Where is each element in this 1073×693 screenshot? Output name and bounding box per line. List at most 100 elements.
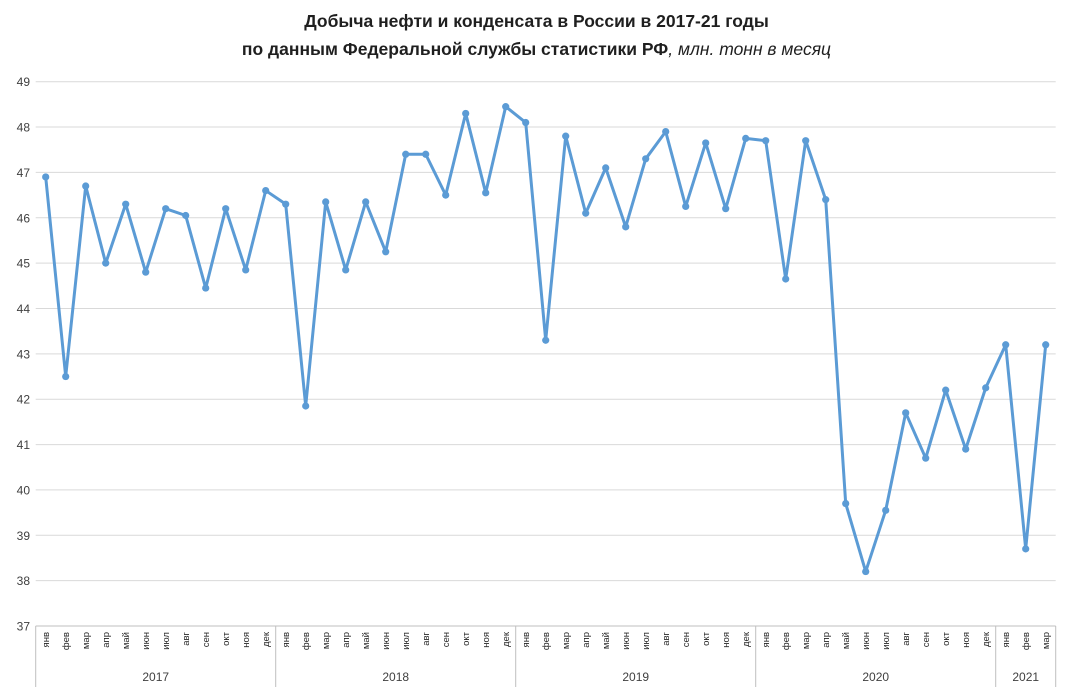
- x-axis-month-label: янв: [761, 632, 772, 647]
- x-axis-month-label: май: [601, 632, 612, 649]
- data-point: [42, 173, 50, 181]
- data-point: [122, 200, 130, 208]
- x-axis-month-label: мар: [1041, 632, 1052, 649]
- x-axis-month-label: ноя: [241, 632, 252, 648]
- data-point: [182, 211, 190, 220]
- x-axis-month-label: апр: [581, 632, 592, 648]
- x-axis-month-label: авг: [661, 631, 672, 645]
- x-axis-month-label: авг: [901, 631, 912, 645]
- data-point: [82, 182, 90, 190]
- x-axis-month-label: дек: [501, 631, 512, 647]
- data-point: [742, 134, 750, 142]
- y-axis-tick-label: 41: [17, 438, 31, 452]
- x-axis-month-label: июл: [641, 632, 652, 650]
- data-point: [642, 155, 650, 163]
- x-axis-month-label: фев: [781, 632, 792, 650]
- x-axis-month-label: июл: [401, 632, 412, 650]
- x-axis-month-label: май: [841, 632, 852, 649]
- x-axis-month-label: апр: [821, 632, 832, 648]
- x-axis-month-label: ноя: [481, 632, 492, 648]
- y-axis-tick-label: 43: [17, 347, 31, 361]
- x-axis-month-label: июл: [881, 632, 892, 650]
- x-axis-month-label: сен: [201, 632, 212, 647]
- y-axis-tick-label: 46: [17, 211, 31, 225]
- x-axis-year-label: 2021: [1012, 670, 1039, 684]
- data-point: [682, 202, 690, 211]
- data-point: [342, 266, 350, 274]
- data-point: [402, 150, 410, 158]
- data-point: [622, 223, 630, 231]
- chart-title-line1: Добыча нефти и конденсата в России в 201…: [304, 11, 769, 31]
- data-point: [982, 384, 990, 392]
- data-point: [302, 402, 310, 410]
- x-axis-month-label: янв: [41, 632, 52, 647]
- x-axis-month-label: сен: [681, 632, 692, 647]
- data-point: [822, 196, 830, 204]
- x-axis-month-label: сен: [441, 632, 452, 647]
- x-axis-month-label: май: [361, 632, 372, 649]
- x-axis-month-label: ноя: [961, 632, 972, 648]
- data-point: [782, 275, 790, 283]
- data-point: [902, 409, 910, 417]
- x-axis-month-label: окт: [221, 631, 232, 646]
- chart-title-line2-unit: , млн. тонн в месяц: [668, 39, 832, 59]
- x-axis-month-label: янв: [281, 632, 292, 647]
- x-axis-month-label: фев: [61, 632, 72, 650]
- x-axis-month-label: фев: [301, 632, 312, 650]
- x-axis-month-label: июн: [141, 632, 152, 650]
- x-axis-month-label: июн: [381, 632, 392, 650]
- x-axis-month-label: мар: [321, 632, 332, 649]
- x-axis-month-label: май: [121, 632, 132, 649]
- x-axis-month-label: июн: [621, 632, 632, 650]
- data-point: [1042, 341, 1050, 349]
- y-axis-tick-label: 42: [17, 393, 31, 407]
- x-axis-month-label: фев: [1021, 632, 1032, 650]
- x-axis-month-label: июн: [861, 632, 872, 650]
- chart-title-line2: по данным Федеральной службы статистики …: [0, 35, 1073, 63]
- data-point: [802, 137, 810, 145]
- data-point: [562, 132, 570, 140]
- x-axis-year-label: 2020: [862, 670, 889, 684]
- x-axis-month-label: мар: [81, 632, 92, 649]
- x-axis-month-label: окт: [701, 631, 712, 646]
- data-point: [962, 445, 970, 453]
- data-point: [482, 189, 490, 197]
- y-axis-tick-label: 38: [17, 574, 31, 588]
- data-point: [722, 205, 730, 213]
- data-point: [262, 186, 270, 195]
- data-point: [842, 499, 850, 508]
- data-point: [142, 268, 150, 276]
- x-axis-month-label: ноя: [721, 632, 732, 648]
- y-axis-tick-label: 37: [17, 620, 31, 634]
- y-axis-tick-label: 47: [17, 166, 31, 180]
- x-axis-month-label: апр: [101, 632, 112, 648]
- data-point: [762, 137, 770, 145]
- data-point: [942, 386, 950, 394]
- data-point: [1022, 545, 1030, 553]
- x-axis-month-label: июл: [161, 632, 172, 650]
- data-point: [62, 372, 70, 381]
- data-point: [542, 336, 550, 344]
- y-axis-tick-label: 39: [17, 529, 31, 543]
- data-point: [582, 209, 590, 217]
- x-axis-year-label: 2019: [622, 670, 649, 684]
- data-point: [522, 118, 530, 127]
- chart-title-line2-source: по данным Федеральной службы статистики …: [241, 39, 669, 59]
- x-axis-month-label: окт: [461, 631, 472, 646]
- data-point: [922, 454, 930, 462]
- data-point: [222, 205, 230, 213]
- y-axis-tick-label: 44: [17, 302, 31, 316]
- x-axis-month-label: дек: [261, 631, 272, 647]
- y-axis-tick-label: 49: [17, 75, 31, 89]
- data-point: [202, 284, 210, 292]
- data-point: [602, 164, 610, 172]
- data-point: [382, 248, 390, 256]
- x-axis-month-label: мар: [561, 632, 572, 649]
- data-point: [882, 506, 890, 514]
- data-point: [422, 150, 430, 158]
- data-point: [502, 103, 510, 111]
- data-point: [462, 109, 470, 118]
- y-axis-tick-label: 40: [17, 483, 31, 497]
